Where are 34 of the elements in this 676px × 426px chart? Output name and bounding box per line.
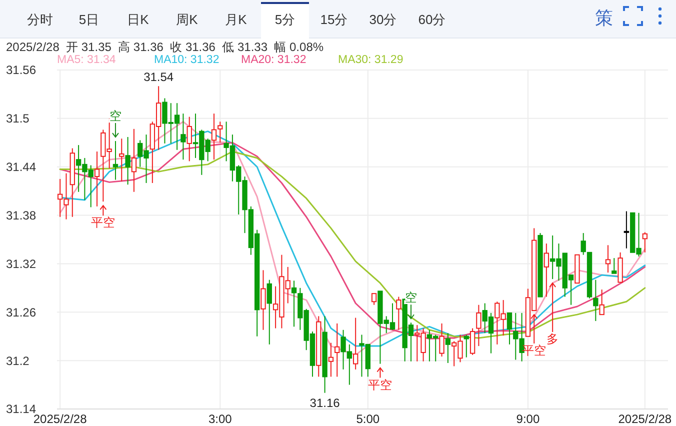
annotation: 空 — [109, 109, 122, 124]
text: MA30: 31.29 — [338, 54, 404, 66]
annotation: 空 — [404, 290, 417, 305]
text: MA5: 31.34 — [57, 54, 116, 66]
annotation: 31.16 — [310, 396, 340, 410]
text: 月K — [225, 12, 248, 27]
y-tick-label: 31.5 — [6, 112, 30, 126]
annotation: 平空 — [368, 378, 392, 392]
text: 周K — [176, 12, 198, 27]
text: 分时 — [27, 12, 53, 27]
x-tick-label: 5:00 — [356, 412, 380, 426]
y-tick-label: 31.38 — [6, 208, 36, 222]
x-tick-label: 2025/2/28 — [618, 412, 672, 426]
text: 30分 — [369, 12, 397, 27]
annotation: 31.54 — [144, 70, 174, 84]
y-tick-label: 31.32 — [6, 256, 36, 271]
chart-subtitle: 2025/2/28 开 31.35 高 31.36 收 31.36 低 31.33 幅 0.08% — [6, 40, 324, 54]
text: 5分 — [274, 12, 296, 27]
y-tick-label: 31.2 — [6, 354, 30, 368]
y-tick-label: 31.56 — [6, 63, 36, 78]
x-tick-label: 9:00 — [516, 412, 540, 426]
text: 15分 — [320, 12, 348, 27]
text: 策 — [595, 8, 613, 28]
x-tick-label: 3:00 — [208, 412, 232, 426]
x-tick-label: 2025/2/28 — [33, 412, 88, 426]
annotation: 平空 — [91, 216, 116, 230]
text: 60分 — [418, 12, 446, 27]
text: MA20: 31.32 — [241, 54, 306, 66]
text: MA10: 31.32 — [154, 54, 220, 66]
annotation: 多 — [546, 332, 559, 346]
text: 日K — [127, 12, 150, 27]
y-tick-label: 31.44 — [6, 160, 36, 174]
y-tick-label: 31.26 — [6, 305, 36, 320]
text: 5日 — [78, 12, 100, 27]
